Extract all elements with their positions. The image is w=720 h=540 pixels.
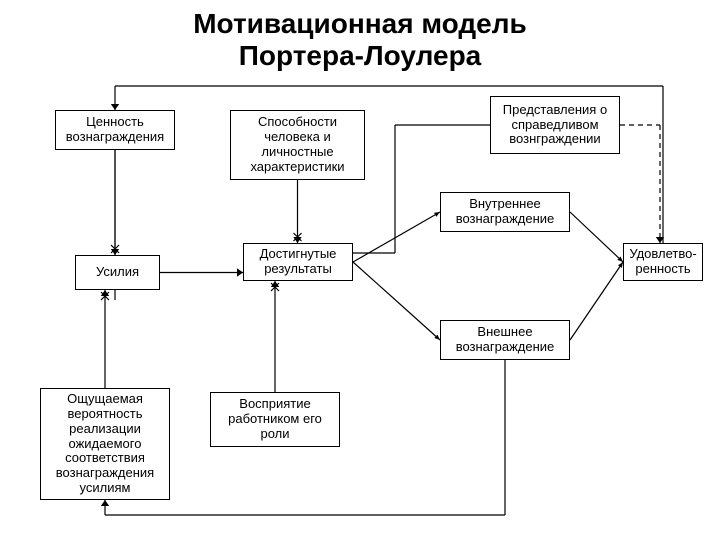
node-efforts: Усилия — [75, 255, 160, 290]
node-results: Достигнутые результаты — [243, 243, 353, 281]
title-line1: Мотивационная модель — [0, 8, 720, 40]
node-value_reward: Ценность вознаграждения — [55, 110, 175, 150]
node-external_reward: Внешнее вознаграждение — [440, 320, 570, 360]
title-line2: Портера-Лоулера — [0, 40, 720, 72]
node-fairness: Представления о справедливом вознгражден… — [490, 96, 620, 154]
node-abilities: Способности человека и личностные характ… — [230, 110, 365, 180]
node-satisfaction: Удовлетво-ренность — [623, 243, 703, 281]
node-probability: Ощущаемая вероятность реализации ожидаем… — [40, 388, 170, 500]
diagram-title: Мотивационная модель Портера-Лоулера — [0, 8, 720, 72]
node-role_perception: Восприятие работником его роли — [210, 392, 340, 447]
node-internal_reward: Внутреннее вознаграждение — [440, 192, 570, 232]
